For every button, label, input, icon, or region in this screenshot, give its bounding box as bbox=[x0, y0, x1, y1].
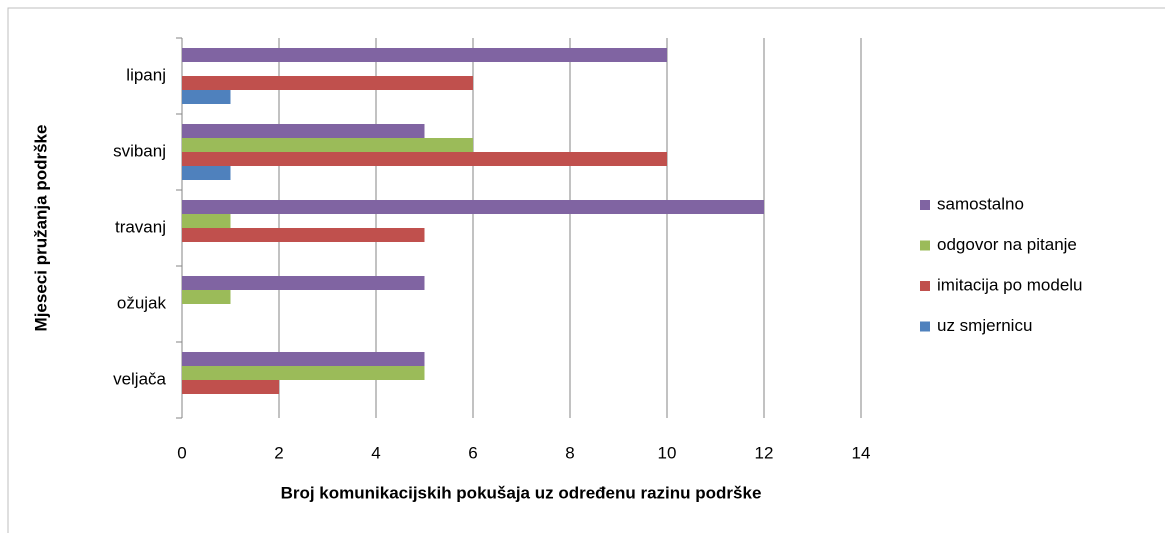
bar bbox=[182, 166, 231, 180]
bar bbox=[182, 228, 425, 242]
legend-label: uz smjernicu bbox=[937, 316, 1032, 335]
bar bbox=[182, 90, 231, 104]
legend-swatch bbox=[920, 200, 930, 210]
legend-swatch bbox=[920, 240, 930, 251]
x-tick-label: 6 bbox=[468, 443, 477, 462]
bar bbox=[182, 138, 473, 152]
x-tick-label: 0 bbox=[177, 443, 186, 462]
y-tick-label: veljača bbox=[113, 369, 166, 388]
legend-label: imitacija po modelu bbox=[937, 275, 1083, 294]
x-axis-title: Broj komunikacijskih pokušaja uz određen… bbox=[281, 483, 762, 502]
bar bbox=[182, 290, 231, 304]
x-tick-label: 2 bbox=[274, 443, 283, 462]
bar bbox=[182, 124, 425, 138]
bar bbox=[182, 200, 764, 214]
bar bbox=[182, 352, 425, 366]
legend-swatch bbox=[920, 281, 930, 291]
bar bbox=[182, 48, 667, 62]
legend-label: samostalno bbox=[937, 194, 1024, 213]
bar bbox=[182, 276, 425, 290]
y-tick-label: travanj bbox=[115, 217, 166, 236]
bar bbox=[182, 152, 667, 166]
legend-swatch bbox=[920, 321, 930, 332]
x-tick-label: 4 bbox=[371, 443, 380, 462]
bar bbox=[182, 76, 473, 90]
x-tick-label: 10 bbox=[658, 443, 677, 462]
bar bbox=[182, 214, 231, 228]
frame bbox=[7, 7, 1165, 533]
bar bbox=[182, 380, 279, 394]
x-tick-label: 8 bbox=[565, 443, 574, 462]
y-axis-title: Mjeseci pružanja podrške bbox=[31, 125, 50, 332]
y-tick-label: svibanj bbox=[113, 141, 166, 160]
y-tick-label: ožujak bbox=[117, 293, 167, 312]
x-tick-label: 12 bbox=[755, 443, 774, 462]
legend-label: odgovor na pitanje bbox=[937, 235, 1077, 254]
y-tick-label: lipanj bbox=[126, 65, 166, 84]
x-tick-label: 14 bbox=[852, 443, 871, 462]
bar bbox=[182, 366, 425, 380]
